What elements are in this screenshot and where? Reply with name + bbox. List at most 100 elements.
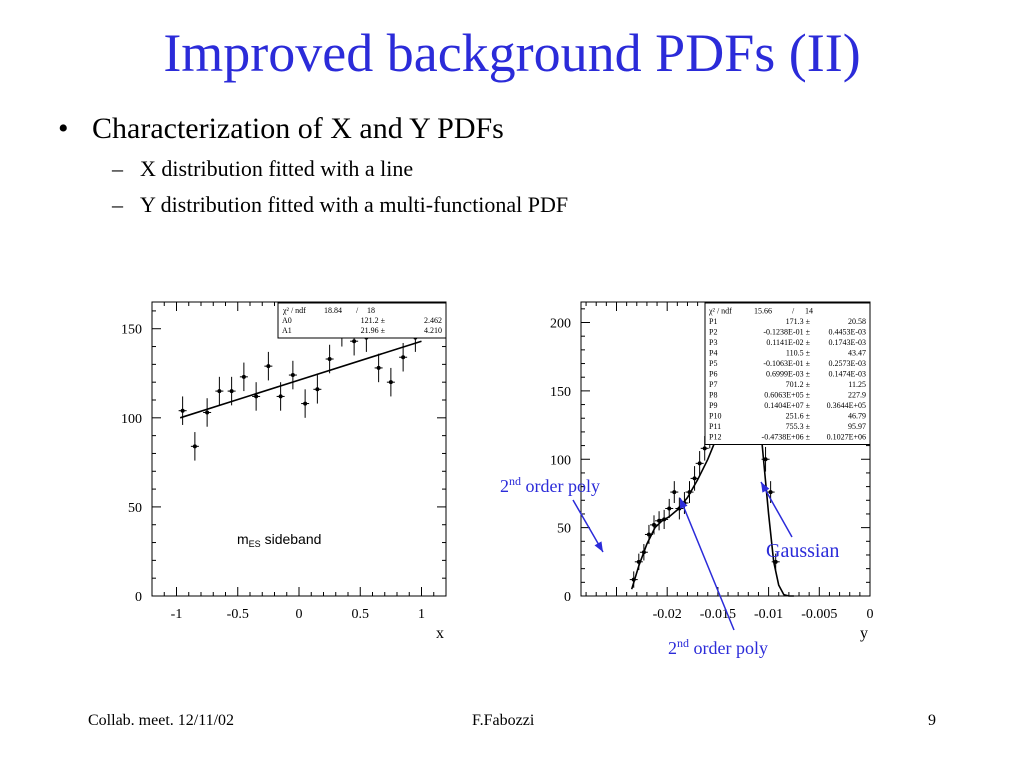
sub-bullet-1: – X distribution fitted with a line [112, 156, 413, 182]
data-point [692, 476, 697, 481]
arrow-gaussian-head [761, 482, 770, 493]
stats-param-error: 20.58 [848, 317, 866, 326]
y-tick-label: 150 [550, 385, 571, 400]
stats-param-error: 0.3644E+05 [827, 401, 866, 410]
stats-param-value: 701.2 ± [786, 380, 811, 389]
stats-param-error: 0.2573E-03 [828, 359, 866, 368]
data-point [229, 389, 234, 394]
stats-param-name: P1 [709, 317, 717, 326]
stats-param-name: A1 [282, 326, 292, 335]
stats-param-value: 0.6999E-03 ± [766, 370, 811, 379]
data-point [667, 506, 672, 511]
stats-param-name: P4 [709, 349, 717, 358]
stats-param-name: P5 [709, 359, 717, 368]
y-tick-label: 0 [564, 590, 571, 605]
data-point [290, 373, 295, 378]
data-point [768, 490, 773, 495]
y-tick-label: 50 [128, 501, 142, 516]
stats-param-name: P11 [709, 422, 721, 431]
bullet-dot: • [58, 112, 69, 145]
annotations: 2nd order poly 2nd order poly Gaussian [500, 474, 839, 658]
x-axis-label: y [860, 625, 868, 642]
annotation-left-poly: 2nd order poly [500, 474, 600, 496]
y-tick-label: 0 [135, 590, 142, 605]
stats-param-value: 755.3 ± [786, 422, 811, 431]
stats-param-error: 0.4453E-03 [828, 328, 866, 337]
stats-param-value: 0.1404E+07 ± [764, 401, 810, 410]
stats-header-cell: 18.84 [324, 306, 342, 315]
stats-header-cell: / [792, 307, 795, 316]
arrow-gaussian [760, 481, 793, 538]
x-tick-label: -0.005 [801, 607, 837, 622]
stats-param-value: 110.5 ± [786, 349, 811, 358]
dash-marker: – [112, 156, 123, 181]
stats-param-value: 171.3 ± [786, 317, 811, 326]
x-tick-label: -0.01 [754, 607, 783, 622]
footer-left: Collab. meet. 12/11/02 [88, 712, 235, 729]
data-point [254, 394, 259, 399]
data-point [376, 365, 381, 370]
y-tick-label: 100 [121, 412, 142, 427]
stats-param-name: P7 [709, 380, 717, 389]
data-point [315, 387, 320, 392]
fit-line [179, 340, 422, 419]
x-axis-label: x [436, 625, 444, 642]
stats-param-name: P3 [709, 338, 717, 347]
x-tick-label: -0.015 [700, 607, 736, 622]
y-tick-label: 100 [550, 453, 571, 468]
stats-param-value: 0.6063E+05 ± [764, 391, 810, 400]
stats-param-name: P10 [709, 412, 721, 421]
annotation-bottom-poly: 2nd order poly [668, 636, 768, 658]
data-point [278, 394, 283, 399]
data-point [672, 490, 677, 495]
stats-param-value: -0.4738E+06 ± [762, 433, 811, 442]
data-point [217, 389, 222, 394]
x-tick-label: 0.5 [352, 607, 370, 622]
main-bullet: • Characterization of X and Y PDFs [58, 112, 504, 146]
stats-param-error: 4.210 [424, 326, 442, 335]
stats-header-cell: / [356, 306, 359, 315]
data-point [266, 364, 271, 369]
y-tick-label: 200 [550, 317, 571, 332]
chart-1: 0 50 100 150 -1 -0.5 0 0.5 1x χ² / ndf 18.84 / 18 A0 1… [121, 301, 447, 642]
stats-param-error: 0.1743E-03 [828, 338, 866, 347]
stats-param-value: 21.96 ± [361, 326, 386, 335]
footer-page-number: 9 [928, 712, 936, 729]
stats-param-value: 121.2 ± [361, 316, 386, 325]
slide-title: Improved background PDFs (II) [163, 23, 861, 83]
stats-param-error: 0.1027E+06 [827, 433, 866, 442]
data-point [646, 532, 651, 537]
stats-param-name: A0 [282, 316, 292, 325]
stats-header-cell: 14 [805, 307, 813, 316]
x-tick-label: 0 [296, 607, 303, 622]
data-point [180, 408, 185, 413]
stats-param-error: 227.9 [848, 391, 866, 400]
stats-param-name: P2 [709, 328, 717, 337]
dash-marker: – [112, 192, 123, 217]
x-tick-label: 0 [867, 607, 874, 622]
data-point [388, 380, 393, 385]
data-point [401, 355, 406, 360]
plot-frame [151, 301, 447, 597]
chart-2: 0 50 100 150 200 -0.02 -0.015 -0.01 -0.005 0 y χ² /… [550, 301, 874, 642]
stats-param-error: 46.79 [848, 412, 866, 421]
sub-bullet-2: – Y distribution fitted with a multi-func… [112, 192, 568, 218]
x-tick-label: 1 [418, 607, 425, 622]
stats-box [704, 302, 871, 445]
stats-header-cell: 15.66 [754, 307, 772, 316]
x-tick-label: -1 [171, 607, 183, 622]
stats-param-error: 95.97 [848, 422, 866, 431]
data-point [303, 401, 308, 406]
stats-param-error: 43.47 [848, 349, 866, 358]
stats-header-cell: χ² / ndf [282, 306, 306, 315]
stats-param-name: P9 [709, 401, 717, 410]
data-point [697, 461, 702, 466]
stats-param-value: 251.6 ± [786, 412, 811, 421]
x-tick-label: -0.5 [227, 607, 249, 622]
plot-frame [580, 301, 871, 597]
data-point [241, 374, 246, 379]
data-point [652, 522, 657, 527]
stats-box [277, 302, 447, 339]
x-tick-label: -0.02 [653, 607, 682, 622]
